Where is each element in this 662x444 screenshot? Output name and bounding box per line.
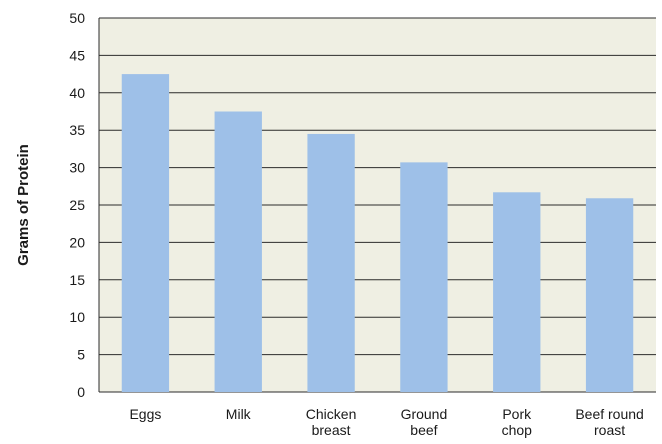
category-label-1-line-0: Milk bbox=[226, 406, 252, 422]
y-tick-label-35: 35 bbox=[69, 122, 85, 138]
category-label-2-line-0: Chicken bbox=[306, 406, 357, 422]
y-tick-labels: 0 5 10 15 20 25 30 35 40 45 50 bbox=[69, 10, 85, 400]
y-tick-label-15: 15 bbox=[69, 272, 85, 288]
category-label-2-line-1: breast bbox=[312, 422, 351, 438]
category-label-4-line-1: chop bbox=[502, 422, 533, 438]
category-label-0-line-0: Eggs bbox=[129, 406, 161, 422]
bar-0 bbox=[121, 74, 170, 392]
y-tick-label-40: 40 bbox=[69, 85, 85, 101]
bars bbox=[121, 74, 634, 392]
bar-4 bbox=[493, 192, 541, 392]
y-tick-label-45: 45 bbox=[69, 47, 85, 63]
y-axis-label: Grams of Protein bbox=[15, 144, 32, 266]
bar-3 bbox=[400, 162, 448, 392]
category-label-3-line-1: beef bbox=[410, 422, 437, 438]
category-label-5-line-0: Beef round bbox=[575, 406, 644, 422]
bar-2 bbox=[307, 133, 355, 392]
y-tick-label-5: 5 bbox=[77, 347, 85, 363]
bar-5 bbox=[585, 198, 634, 392]
category-label-3-line-0: Ground bbox=[401, 406, 448, 422]
y-tick-label-30: 30 bbox=[69, 160, 85, 176]
y-tick-label-20: 20 bbox=[69, 234, 85, 250]
gridlines bbox=[98, 17, 656, 393]
category-label-5-line-1: roast bbox=[594, 422, 625, 438]
y-tick-label-25: 25 bbox=[69, 197, 85, 213]
y-tick-label-0: 0 bbox=[77, 384, 85, 400]
y-tick-label-50: 50 bbox=[69, 10, 85, 26]
bar-1 bbox=[214, 111, 262, 392]
y-tick-label-10: 10 bbox=[69, 309, 85, 325]
category-label-4-line-0: Pork bbox=[502, 406, 532, 422]
